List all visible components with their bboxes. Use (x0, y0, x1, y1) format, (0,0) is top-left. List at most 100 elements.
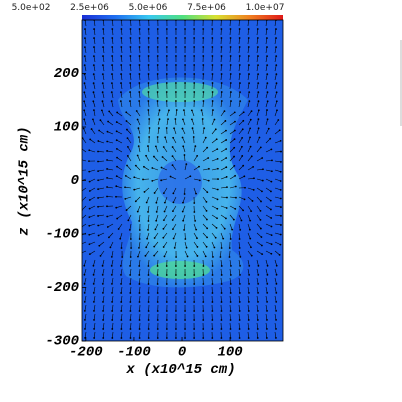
plot-area (82, 20, 283, 341)
vector-head (223, 227, 226, 230)
vector-arrow (172, 214, 177, 221)
vector-head (238, 328, 241, 330)
vector-head (165, 28, 168, 30)
vector-head (175, 301, 177, 303)
vector-arrow (125, 196, 132, 200)
vector-arrow (247, 119, 252, 126)
vector-arrow (184, 250, 188, 257)
vector-arrow (93, 20, 96, 27)
vector-head (138, 238, 141, 240)
vector-arrow (191, 119, 195, 126)
vector-arrow (139, 64, 141, 72)
vector-arrow (120, 277, 123, 284)
vector-head (193, 202, 196, 204)
vector-arrow (229, 56, 231, 63)
vector-head (224, 120, 227, 122)
vector-arrow (84, 268, 87, 275)
vector-head (92, 91, 95, 94)
vector-head (163, 255, 166, 258)
vector-arrow (116, 148, 123, 153)
vector-head (102, 310, 104, 312)
vector-head (211, 274, 214, 276)
vector-arrow (256, 38, 259, 45)
vector-arrow (265, 241, 272, 245)
vector-head (171, 155, 174, 158)
vector-head (275, 28, 277, 30)
vector-head (211, 55, 214, 57)
vector-head (233, 146, 236, 149)
vector-head (111, 292, 113, 294)
vector-arrow (163, 187, 168, 194)
vector-arrow (129, 83, 132, 90)
vector-head (239, 100, 242, 103)
vector-head (220, 46, 223, 48)
vector-head (279, 180, 282, 182)
vector-arrow (220, 286, 222, 294)
vector-head (129, 82, 132, 84)
vector-arrow (202, 147, 208, 153)
vector-head (115, 175, 118, 178)
vector-head (225, 207, 228, 209)
vector-arrow (247, 92, 250, 99)
vector-arrow (265, 223, 272, 227)
vector-arrow (193, 223, 197, 230)
vector-arrow (247, 295, 250, 302)
vector-head (175, 274, 177, 276)
vector-arrow (162, 156, 168, 162)
vector-head (211, 310, 214, 312)
vector-arrow (144, 187, 150, 193)
vector-head (226, 186, 228, 189)
vector-head (261, 157, 264, 159)
vector-head (216, 148, 219, 151)
vector-arrow (238, 155, 243, 162)
vector-head (266, 264, 269, 267)
vector-arrow (82, 250, 87, 253)
vector-head (248, 273, 251, 276)
vector-arrow (89, 178, 96, 182)
vector-head (269, 137, 272, 140)
vector-arrow (102, 313, 105, 320)
vector-head (248, 264, 251, 267)
vector-arrow (238, 205, 244, 211)
vector-head (239, 274, 241, 276)
y-tick-label: -200 (45, 280, 79, 296)
vector-head (147, 37, 150, 39)
vector-arrow (116, 121, 123, 126)
vector-head (129, 301, 132, 303)
vector-head (154, 228, 157, 231)
vector-head (248, 82, 250, 84)
vector-arrow (211, 259, 213, 267)
vector-arrow (121, 38, 123, 45)
vector-head (111, 55, 114, 57)
vector-head (202, 64, 205, 66)
vector-head (84, 328, 86, 330)
vector-head (275, 309, 278, 312)
vector-head (106, 159, 108, 161)
vector-head (175, 37, 177, 39)
vector-head (229, 46, 232, 48)
vector-head (120, 28, 123, 30)
vector-head (147, 46, 150, 48)
vector-arrow (193, 214, 196, 221)
vector-arrow (107, 141, 114, 144)
vector-arrow (229, 112, 235, 117)
vector-head (138, 73, 141, 75)
vector-arrow (129, 277, 132, 284)
vector-head (147, 109, 150, 111)
vector-arrow (274, 196, 281, 199)
vector-head (249, 145, 252, 148)
vector-arrow (148, 82, 150, 90)
vector-head (229, 82, 232, 84)
vector-arrow (238, 112, 244, 117)
vector-head (229, 310, 232, 312)
vector-arrow (93, 56, 96, 63)
vector-head (266, 118, 269, 121)
vector-arrow (274, 101, 278, 108)
vector-head (212, 256, 214, 258)
vector-arrow (138, 137, 141, 144)
vector-head (193, 211, 196, 213)
vector-arrow (256, 214, 261, 221)
x-tick-label: 0 (178, 345, 186, 361)
vector-head (266, 301, 268, 303)
